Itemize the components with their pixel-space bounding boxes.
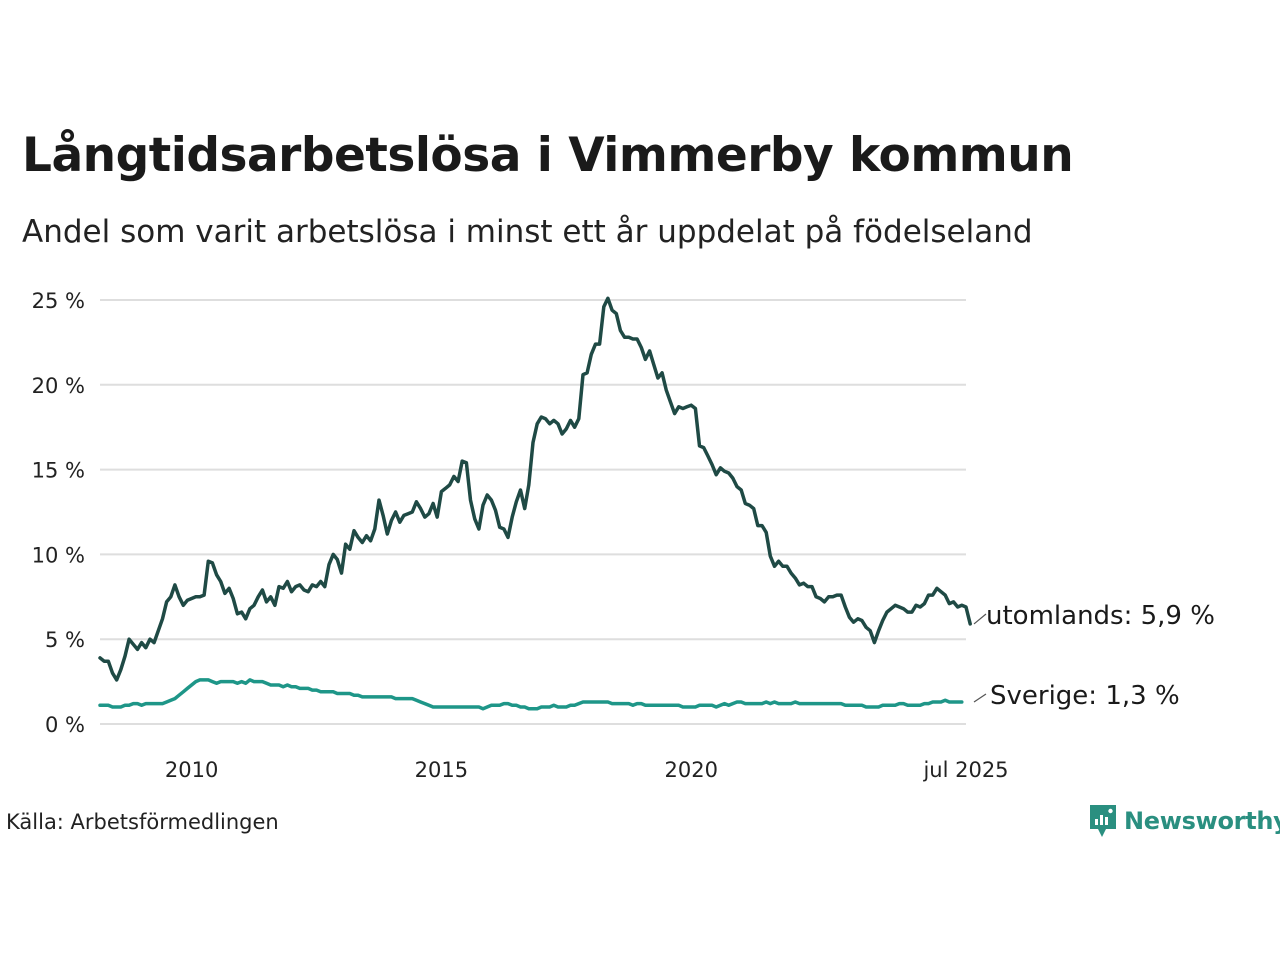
y-tick-label: 25 % xyxy=(32,289,85,313)
x-tick-label: 2020 xyxy=(664,758,717,782)
x-tick-label: 2010 xyxy=(165,758,218,782)
chart-subtitle: Andel som varit arbetslösa i minst ett å… xyxy=(22,214,1033,250)
series-label-leader xyxy=(973,693,987,703)
x-tick-label: jul 2025 xyxy=(922,758,1008,782)
y-tick-label: 10 % xyxy=(32,543,85,567)
series-line-utomlands xyxy=(98,296,972,682)
newsworthy-logo: Newsworthy xyxy=(1088,803,1280,839)
y-tick-label: 20 % xyxy=(32,374,85,398)
series-line-sverige xyxy=(98,678,964,711)
y-tick-label: 15 % xyxy=(32,459,85,483)
brand-name: Newsworthy xyxy=(1124,807,1280,835)
source-note: Källa: Arbetsförmedlingen xyxy=(6,810,279,834)
y-tick-label: 0 % xyxy=(45,713,85,737)
newsworthy-logo-icon xyxy=(1090,805,1116,837)
series-label-leader xyxy=(973,613,987,625)
x-tick-label: 2015 xyxy=(415,758,468,782)
series-end-label: Sverige: 1,3 % xyxy=(990,681,1180,711)
chart-title: Långtidsarbetslösa i Vimmerby kommun xyxy=(22,128,1074,183)
series-end-label: utomlands: 5,9 % xyxy=(986,601,1215,631)
y-tick-label: 5 % xyxy=(45,628,85,652)
